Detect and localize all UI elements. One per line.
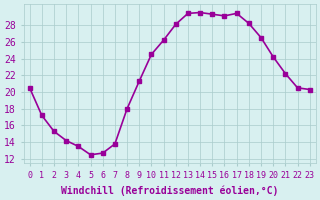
X-axis label: Windchill (Refroidissement éolien,°C): Windchill (Refroidissement éolien,°C) [61,185,278,196]
